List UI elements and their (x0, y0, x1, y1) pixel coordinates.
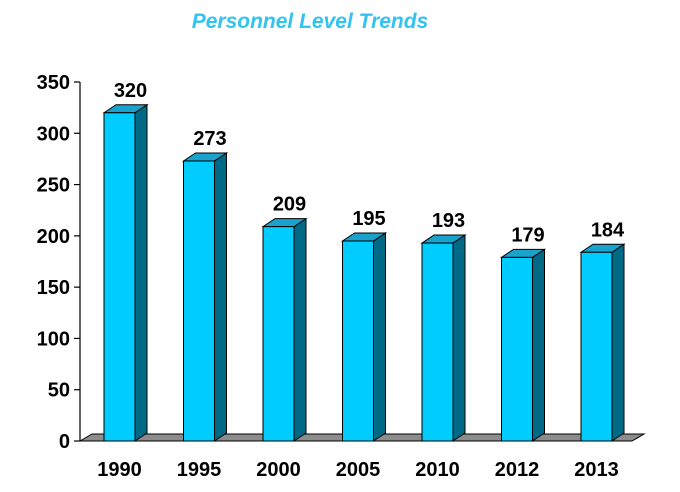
bar-side (373, 232, 386, 442)
y-tick-label: 350 (37, 72, 70, 94)
bar-2000 (261, 217, 308, 442)
x-axis-labels: 1990 1995 2000 2005 2010 2012 2013 (97, 459, 619, 481)
bar-front (501, 256, 533, 442)
bar-1990 (102, 103, 149, 442)
x-tick-label: 2010 (415, 459, 460, 481)
x-tick-label: 2000 (256, 459, 301, 481)
x-tick-label: 1990 (97, 459, 142, 481)
y-tick-label: 50 (48, 380, 70, 402)
bar-side (134, 103, 148, 442)
y-tick-label: 300 (37, 123, 70, 145)
y-tick-label: 250 (37, 175, 70, 197)
y-tick-label: 150 (37, 277, 70, 299)
bar-side (214, 152, 227, 442)
bar-front (103, 112, 136, 442)
y-tick-label: 0 (59, 431, 70, 453)
bar-1995 (181, 152, 229, 442)
x-tick-label: 2005 (336, 459, 381, 481)
bar-side (293, 217, 307, 442)
data-label: 184 (591, 219, 625, 241)
y-axis: 0 50 100 150 200 250 300 350 (37, 72, 81, 453)
y-tick-label: 100 (37, 328, 70, 350)
bar-front (342, 240, 374, 442)
bar-front (183, 160, 215, 442)
x-tick-label: 2012 (495, 459, 540, 481)
data-labels: 320 273 209 195 193 179 184 (114, 80, 625, 247)
bar-front (262, 226, 295, 442)
x-tick-label: 2013 (574, 459, 619, 481)
bar-2012 (499, 248, 547, 442)
bar-side (452, 234, 466, 442)
bar-front (580, 251, 613, 442)
chart-title: Personnel Level Trends (191, 10, 429, 33)
bar-2005 (340, 232, 388, 442)
bar-2010 (420, 234, 467, 442)
data-label: 273 (193, 128, 226, 150)
data-label: 320 (114, 80, 147, 102)
data-label: 209 (273, 194, 306, 216)
bar-side (532, 248, 545, 442)
data-label: 193 (432, 210, 465, 232)
bar-front (421, 242, 454, 442)
x-tick-label: 1995 (177, 459, 222, 481)
bar-side (611, 243, 625, 442)
data-label: 195 (352, 208, 385, 230)
bars (102, 103, 626, 442)
y-tick-label: 200 (37, 226, 70, 248)
data-label: 179 (511, 224, 544, 246)
bar-2013 (579, 243, 626, 442)
